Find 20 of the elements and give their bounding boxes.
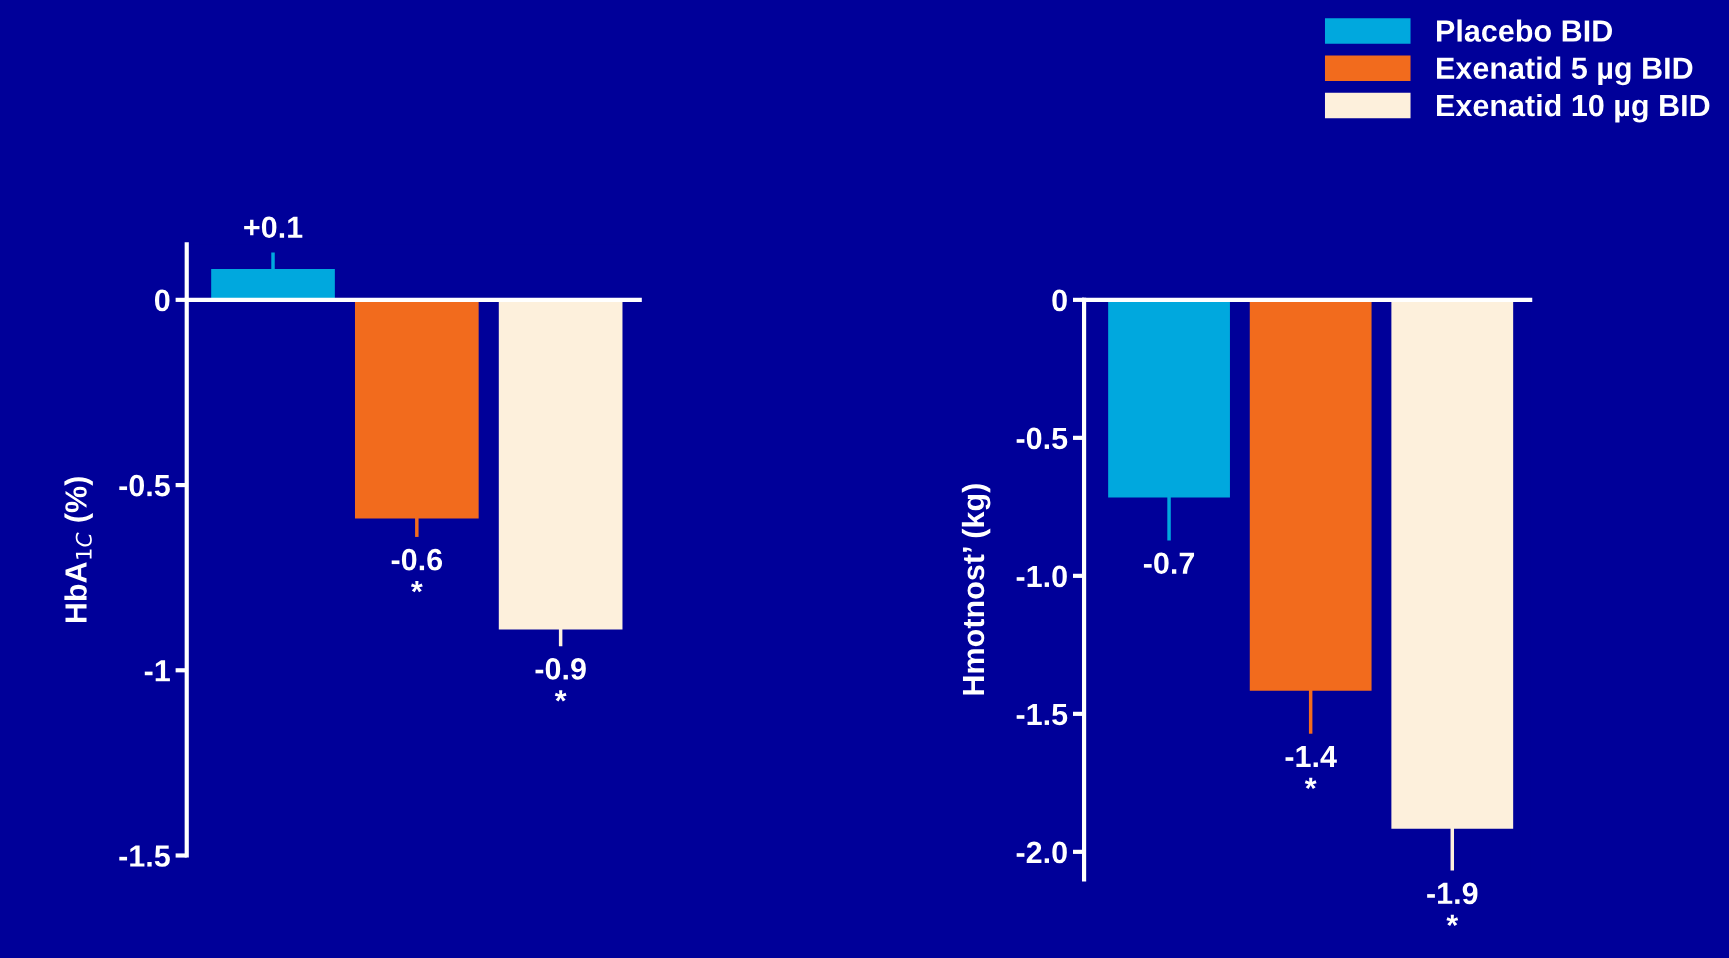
y-tick-label: 0 — [154, 289, 170, 312]
legend-label: Exenatid 5 µg BID — [1437, 56, 1693, 86]
data-label: -1.9 * — [1427, 882, 1478, 927]
data-label: +0.1 — [244, 216, 303, 239]
y-axis-title: Hmotnost’ (kg) — [961, 484, 991, 695]
y-tick-label: -1.5 — [119, 845, 170, 867]
y-tick-label: -0.5 — [119, 474, 170, 497]
y-tick-label: -2.0 — [1016, 841, 1067, 864]
legend-label: Placebo BID — [1437, 19, 1612, 42]
y-tick-label: -1.5 — [1016, 703, 1068, 726]
legend-label: Exenatid 10 µg BID — [1437, 93, 1710, 123]
y-tick-label: 0 — [1052, 289, 1067, 312]
y-tick-label: -1.0 — [1016, 565, 1067, 588]
data-label: -0.9 * — [535, 658, 586, 702]
y-axis-title: HbA$_{1C}$ (%) — [64, 477, 93, 623]
y-tick-label: -0.5 — [1016, 427, 1068, 450]
data-label: -0.7 — [1143, 552, 1195, 575]
data-label: -0.6 * — [391, 548, 443, 593]
y-tick-label: -1 — [144, 660, 170, 682]
data-label: -1.4 * — [1285, 745, 1337, 790]
